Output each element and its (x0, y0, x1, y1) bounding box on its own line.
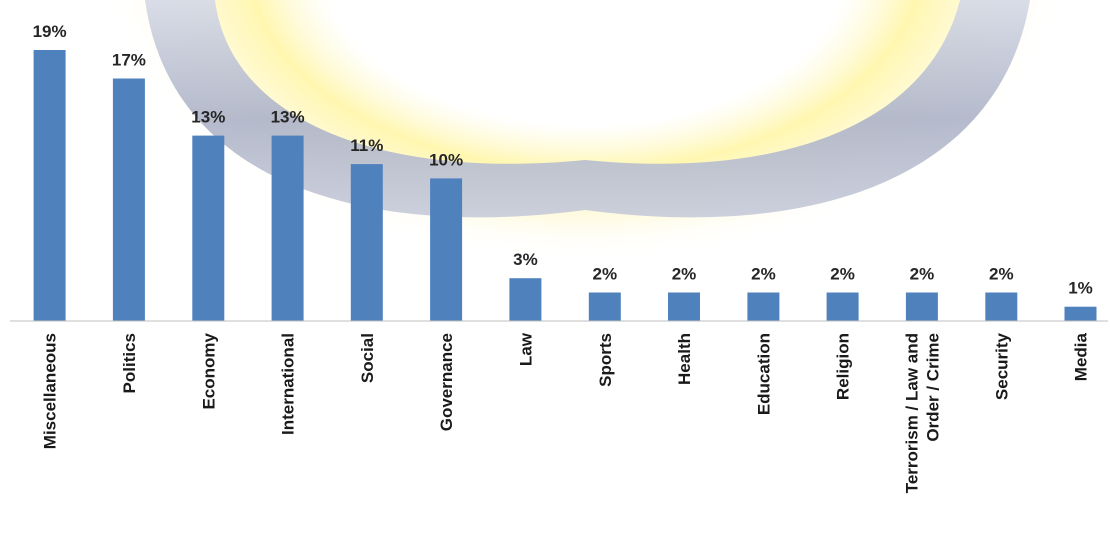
bar (668, 292, 700, 321)
bar (1064, 306, 1097, 321)
bar (747, 292, 780, 321)
data-label: 17% (112, 51, 146, 70)
data-label: 19% (33, 22, 67, 41)
value-labels-group: 19% 17% 13% 13% 11% 10% 3% 2% 2% 2% 2% 2% 2% 1% (33, 22, 1093, 298)
category-label: Social (358, 333, 377, 383)
data-label: 13% (271, 108, 305, 127)
data-label: 13% (191, 108, 225, 127)
bar (905, 292, 938, 321)
bars-group (33, 50, 1097, 321)
bar (271, 135, 304, 321)
data-label: 2% (910, 265, 935, 284)
category-label: Politics (120, 333, 139, 393)
category-label: Education (754, 333, 773, 415)
category-label: Security (992, 332, 1011, 400)
category-label: Sports (596, 333, 615, 387)
data-label: 2% (830, 265, 855, 284)
category-label: International (279, 333, 298, 435)
category-label: Health (675, 333, 694, 385)
bar (33, 50, 66, 321)
data-label: 2% (751, 265, 776, 284)
bar (509, 278, 542, 321)
category-label: Religion (834, 333, 853, 400)
bar (350, 164, 383, 321)
category-label: Law (516, 332, 535, 366)
category-label: Governance (437, 333, 456, 431)
data-label: 1% (1068, 279, 1093, 298)
category-label: Terrorism / Law and Order / Crime (902, 333, 942, 493)
bar (588, 292, 621, 321)
data-label: 3% (513, 250, 538, 269)
bar (192, 135, 225, 321)
data-label: 10% (429, 150, 463, 169)
category-label: Miscellaneous (41, 333, 60, 449)
category-labels-group: Miscellaneous Politics Economy Internationa… (41, 332, 1091, 493)
category-label: Economy (199, 332, 218, 409)
data-label: 2% (593, 265, 618, 284)
bar (112, 78, 145, 321)
bar (430, 178, 463, 321)
bar (985, 292, 1018, 321)
data-label: 2% (989, 265, 1014, 284)
category-label: Media (1072, 332, 1091, 381)
bar (826, 292, 859, 321)
data-label: 2% (672, 265, 697, 284)
data-label: 11% (350, 136, 383, 155)
watermark-logo (109, 0, 1061, 260)
